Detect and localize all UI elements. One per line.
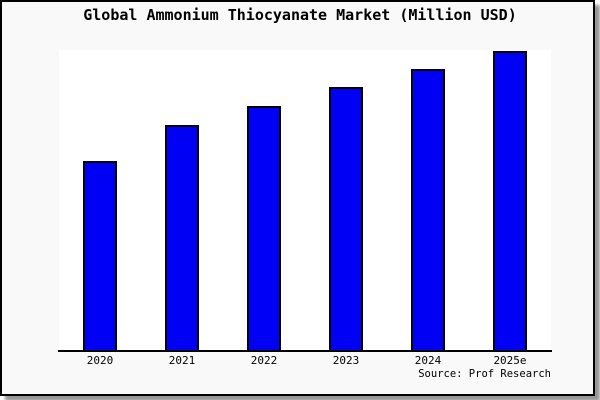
plot-area	[59, 50, 551, 350]
x-axis-line	[58, 350, 552, 352]
bar-slot-2024	[387, 50, 469, 350]
bar-2022	[247, 106, 281, 350]
bar-2024	[411, 69, 445, 350]
bar-slot-2025e	[469, 50, 551, 350]
x-tick-2022: 2022	[250, 354, 278, 367]
bars-group	[59, 50, 551, 350]
x-tick-2020: 2020	[86, 354, 114, 367]
bar-2025e	[493, 51, 527, 350]
chart-title: Global Ammonium Thiocyanate Market (Mill…	[83, 6, 517, 24]
bar-2020	[83, 161, 117, 350]
x-tick-2021: 2021	[168, 354, 196, 367]
x-tick-2023: 2023	[332, 354, 360, 367]
bar-slot-2020	[59, 50, 141, 350]
x-tick-2024: 2024	[414, 354, 442, 367]
source-note: Source: Prof Research	[418, 368, 551, 380]
bar-slot-2022	[223, 50, 305, 350]
bar-slot-2023	[305, 50, 387, 350]
x-tick-2025e: 2025e	[493, 354, 527, 367]
x-axis-labels: 2020 2021 2022 2023 2024 2025e	[59, 354, 551, 367]
bar-2023	[329, 87, 363, 350]
bar-2021	[165, 125, 199, 350]
bar-slot-2021	[141, 50, 223, 350]
